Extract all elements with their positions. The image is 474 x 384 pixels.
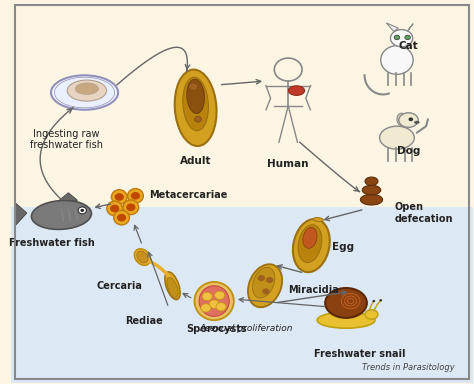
Ellipse shape xyxy=(123,200,139,215)
Text: Miracidia: Miracidia xyxy=(288,285,339,295)
Ellipse shape xyxy=(248,264,282,307)
Ellipse shape xyxy=(114,210,129,225)
Ellipse shape xyxy=(303,227,317,248)
FancyBboxPatch shape xyxy=(10,1,474,207)
Ellipse shape xyxy=(313,218,323,222)
Text: Open
defecation: Open defecation xyxy=(395,202,453,224)
Circle shape xyxy=(117,214,126,222)
Ellipse shape xyxy=(365,177,378,185)
Ellipse shape xyxy=(397,113,406,126)
Text: Freshwater snail: Freshwater snail xyxy=(314,349,406,359)
Circle shape xyxy=(81,209,84,212)
Circle shape xyxy=(216,303,226,311)
Circle shape xyxy=(394,35,400,40)
Ellipse shape xyxy=(187,79,204,114)
Ellipse shape xyxy=(325,288,367,318)
Ellipse shape xyxy=(137,251,148,263)
Text: Ingesting raw
freshwater fish: Ingesting raw freshwater fish xyxy=(29,129,102,151)
Ellipse shape xyxy=(298,225,322,263)
Circle shape xyxy=(262,288,270,295)
Circle shape xyxy=(201,304,211,312)
Text: Human: Human xyxy=(267,159,309,169)
Text: Cat: Cat xyxy=(399,41,419,51)
Circle shape xyxy=(115,193,124,201)
Ellipse shape xyxy=(165,272,180,300)
Text: Dog: Dog xyxy=(397,146,420,156)
Ellipse shape xyxy=(167,278,178,298)
Ellipse shape xyxy=(380,126,414,149)
Circle shape xyxy=(258,275,265,281)
Polygon shape xyxy=(59,193,78,200)
Ellipse shape xyxy=(75,83,99,94)
Ellipse shape xyxy=(128,189,143,203)
Circle shape xyxy=(379,299,382,301)
Ellipse shape xyxy=(67,80,107,101)
Ellipse shape xyxy=(51,75,118,110)
Ellipse shape xyxy=(135,249,150,265)
Ellipse shape xyxy=(194,282,234,320)
Circle shape xyxy=(409,118,413,121)
Circle shape xyxy=(266,277,273,283)
Polygon shape xyxy=(408,24,413,31)
Text: Egg: Egg xyxy=(332,242,354,252)
Ellipse shape xyxy=(399,113,418,127)
Polygon shape xyxy=(386,23,398,31)
Ellipse shape xyxy=(189,83,198,91)
Text: Metacercariae: Metacercariae xyxy=(149,190,228,200)
Ellipse shape xyxy=(381,46,413,74)
Text: Asexual proliferation: Asexual proliferation xyxy=(200,324,293,333)
Ellipse shape xyxy=(360,194,383,205)
Ellipse shape xyxy=(414,121,419,124)
Text: Cercaria: Cercaria xyxy=(97,281,142,291)
Circle shape xyxy=(131,192,140,200)
Ellipse shape xyxy=(391,30,413,47)
Ellipse shape xyxy=(317,312,375,328)
Ellipse shape xyxy=(55,77,115,108)
FancyBboxPatch shape xyxy=(10,207,474,383)
Circle shape xyxy=(373,300,375,302)
Circle shape xyxy=(215,291,225,300)
Text: Freshwater fish: Freshwater fish xyxy=(9,238,95,248)
Text: Trends in Parasitology: Trends in Parasitology xyxy=(362,363,455,372)
Ellipse shape xyxy=(362,185,381,195)
Ellipse shape xyxy=(111,190,127,204)
Ellipse shape xyxy=(365,310,378,319)
Circle shape xyxy=(110,205,119,212)
Circle shape xyxy=(202,292,212,301)
Ellipse shape xyxy=(288,86,305,95)
Circle shape xyxy=(126,204,136,211)
Polygon shape xyxy=(15,203,27,226)
Text: Adult: Adult xyxy=(180,156,211,166)
Ellipse shape xyxy=(31,200,91,229)
Text: Sporocysts: Sporocysts xyxy=(186,324,247,334)
Ellipse shape xyxy=(183,77,209,131)
Text: Rediae: Rediae xyxy=(126,316,163,326)
Circle shape xyxy=(405,35,410,40)
Circle shape xyxy=(209,300,219,308)
Ellipse shape xyxy=(107,201,122,216)
Ellipse shape xyxy=(199,286,229,316)
Ellipse shape xyxy=(175,70,217,146)
Ellipse shape xyxy=(253,267,275,298)
Ellipse shape xyxy=(293,219,330,272)
Circle shape xyxy=(78,207,86,214)
Ellipse shape xyxy=(194,116,201,122)
